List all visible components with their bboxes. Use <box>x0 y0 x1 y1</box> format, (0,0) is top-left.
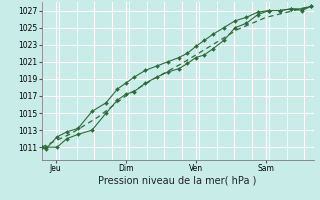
X-axis label: Pression niveau de la mer( hPa ): Pression niveau de la mer( hPa ) <box>99 176 257 186</box>
